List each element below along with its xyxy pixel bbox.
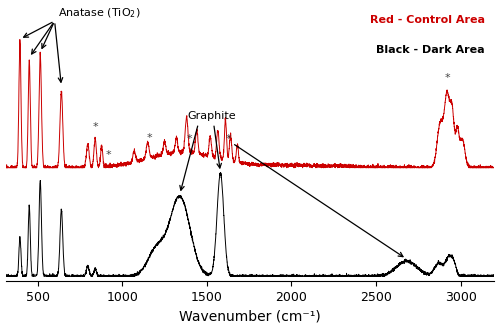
X-axis label: Wavenumber (cm⁻¹): Wavenumber (cm⁻¹) — [179, 310, 321, 323]
Text: *: * — [106, 150, 112, 160]
Text: Graphite: Graphite — [188, 111, 236, 121]
Text: *: * — [226, 134, 232, 144]
Text: *: * — [146, 133, 152, 143]
Text: *: * — [187, 134, 193, 144]
Text: Anatase (TiO$_2$): Anatase (TiO$_2$) — [58, 6, 140, 20]
Text: *: * — [92, 122, 98, 132]
Text: Red - Control Area: Red - Control Area — [370, 15, 484, 25]
Text: Black - Dark Area: Black - Dark Area — [376, 45, 484, 55]
Text: *: * — [444, 73, 450, 83]
